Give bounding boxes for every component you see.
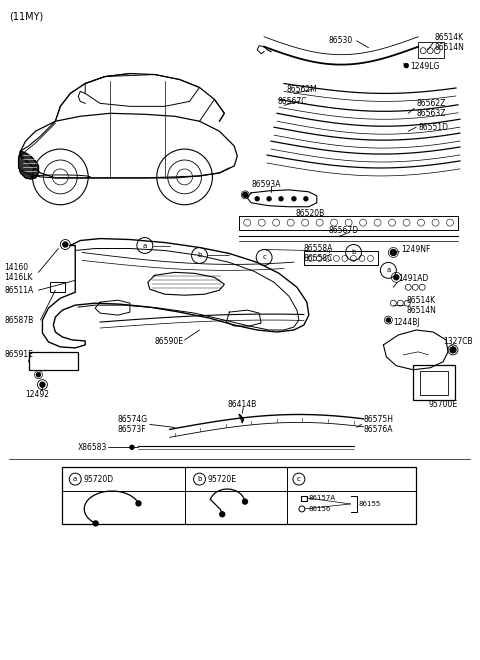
Circle shape [304,197,308,201]
Circle shape [243,192,248,197]
Text: 86558A: 86558A [304,244,333,253]
Text: c: c [262,255,266,261]
Circle shape [386,318,390,322]
Circle shape [267,197,271,201]
Text: 86155: 86155 [359,501,381,507]
Text: a: a [386,267,391,273]
Text: (11MY): (11MY) [9,12,43,22]
Text: 86530: 86530 [329,36,353,46]
Circle shape [130,446,134,449]
Text: 86567D: 86567D [329,226,359,235]
Text: 86551D: 86551D [418,123,448,132]
Bar [304,251,378,265]
Bar [28,352,78,370]
Text: 86593A: 86593A [251,180,281,189]
Bar [62,467,416,524]
Circle shape [394,275,399,280]
Text: 12492: 12492 [25,390,49,399]
Circle shape [242,499,248,504]
Circle shape [93,521,98,526]
Text: 86567C: 86567C [277,97,307,106]
Circle shape [292,197,296,201]
Circle shape [40,382,45,387]
Text: 1416LK: 1416LK [5,273,33,282]
Text: X86583: X86583 [78,443,108,452]
Text: 95720E: 95720E [207,475,237,484]
Circle shape [404,63,408,67]
Text: 86157A: 86157A [309,495,336,501]
Text: 86590E: 86590E [155,337,184,346]
Text: b: b [197,476,202,482]
Text: a: a [73,476,77,482]
Text: a: a [143,242,147,249]
Text: 86511A: 86511A [5,286,34,295]
Text: 86562M: 86562M [287,85,318,94]
Text: 1249LG: 1249LG [410,62,440,71]
Text: 86591E: 86591E [5,350,34,359]
Bar [420,371,448,395]
Text: 86562Z: 86562Z [416,99,445,108]
Text: 86573F: 86573F [118,425,146,434]
Circle shape [450,347,456,353]
Bar [50,282,65,292]
Text: 86587B: 86587B [5,315,34,325]
Bar [413,365,455,399]
Text: 86576A: 86576A [363,425,393,434]
Text: 86514K: 86514K [406,296,435,305]
Text: 86575H: 86575H [363,415,394,424]
Text: 86558C: 86558C [304,254,333,263]
Text: 1249NF: 1249NF [401,245,431,254]
Text: 86514K: 86514K [434,33,463,42]
Bar [418,42,444,57]
Text: 86414B: 86414B [228,400,257,409]
Polygon shape [239,414,243,422]
Circle shape [279,197,283,201]
Circle shape [390,249,396,255]
Text: c: c [297,476,301,482]
Text: 86514N: 86514N [434,43,464,52]
Text: 1491AD: 1491AD [398,274,429,283]
Text: 86520B: 86520B [296,209,325,218]
Text: 1327CB: 1327CB [443,337,473,346]
Circle shape [136,501,141,506]
Text: 1244BJ: 1244BJ [393,317,420,327]
Circle shape [36,373,40,377]
Circle shape [220,512,225,517]
Text: 95700E: 95700E [428,400,457,409]
Polygon shape [19,151,38,179]
Text: b: b [197,252,202,259]
Text: 86563Z: 86563Z [416,109,446,117]
Text: 14160: 14160 [5,263,29,272]
Text: b: b [351,249,356,255]
Circle shape [63,242,68,247]
Text: 86514N: 86514N [406,306,436,315]
Text: 86574G: 86574G [118,415,148,424]
Circle shape [255,197,259,201]
Bar [239,216,458,230]
Text: 95720D: 95720D [83,475,113,484]
Text: 86156: 86156 [309,506,331,512]
Bar [301,496,307,501]
